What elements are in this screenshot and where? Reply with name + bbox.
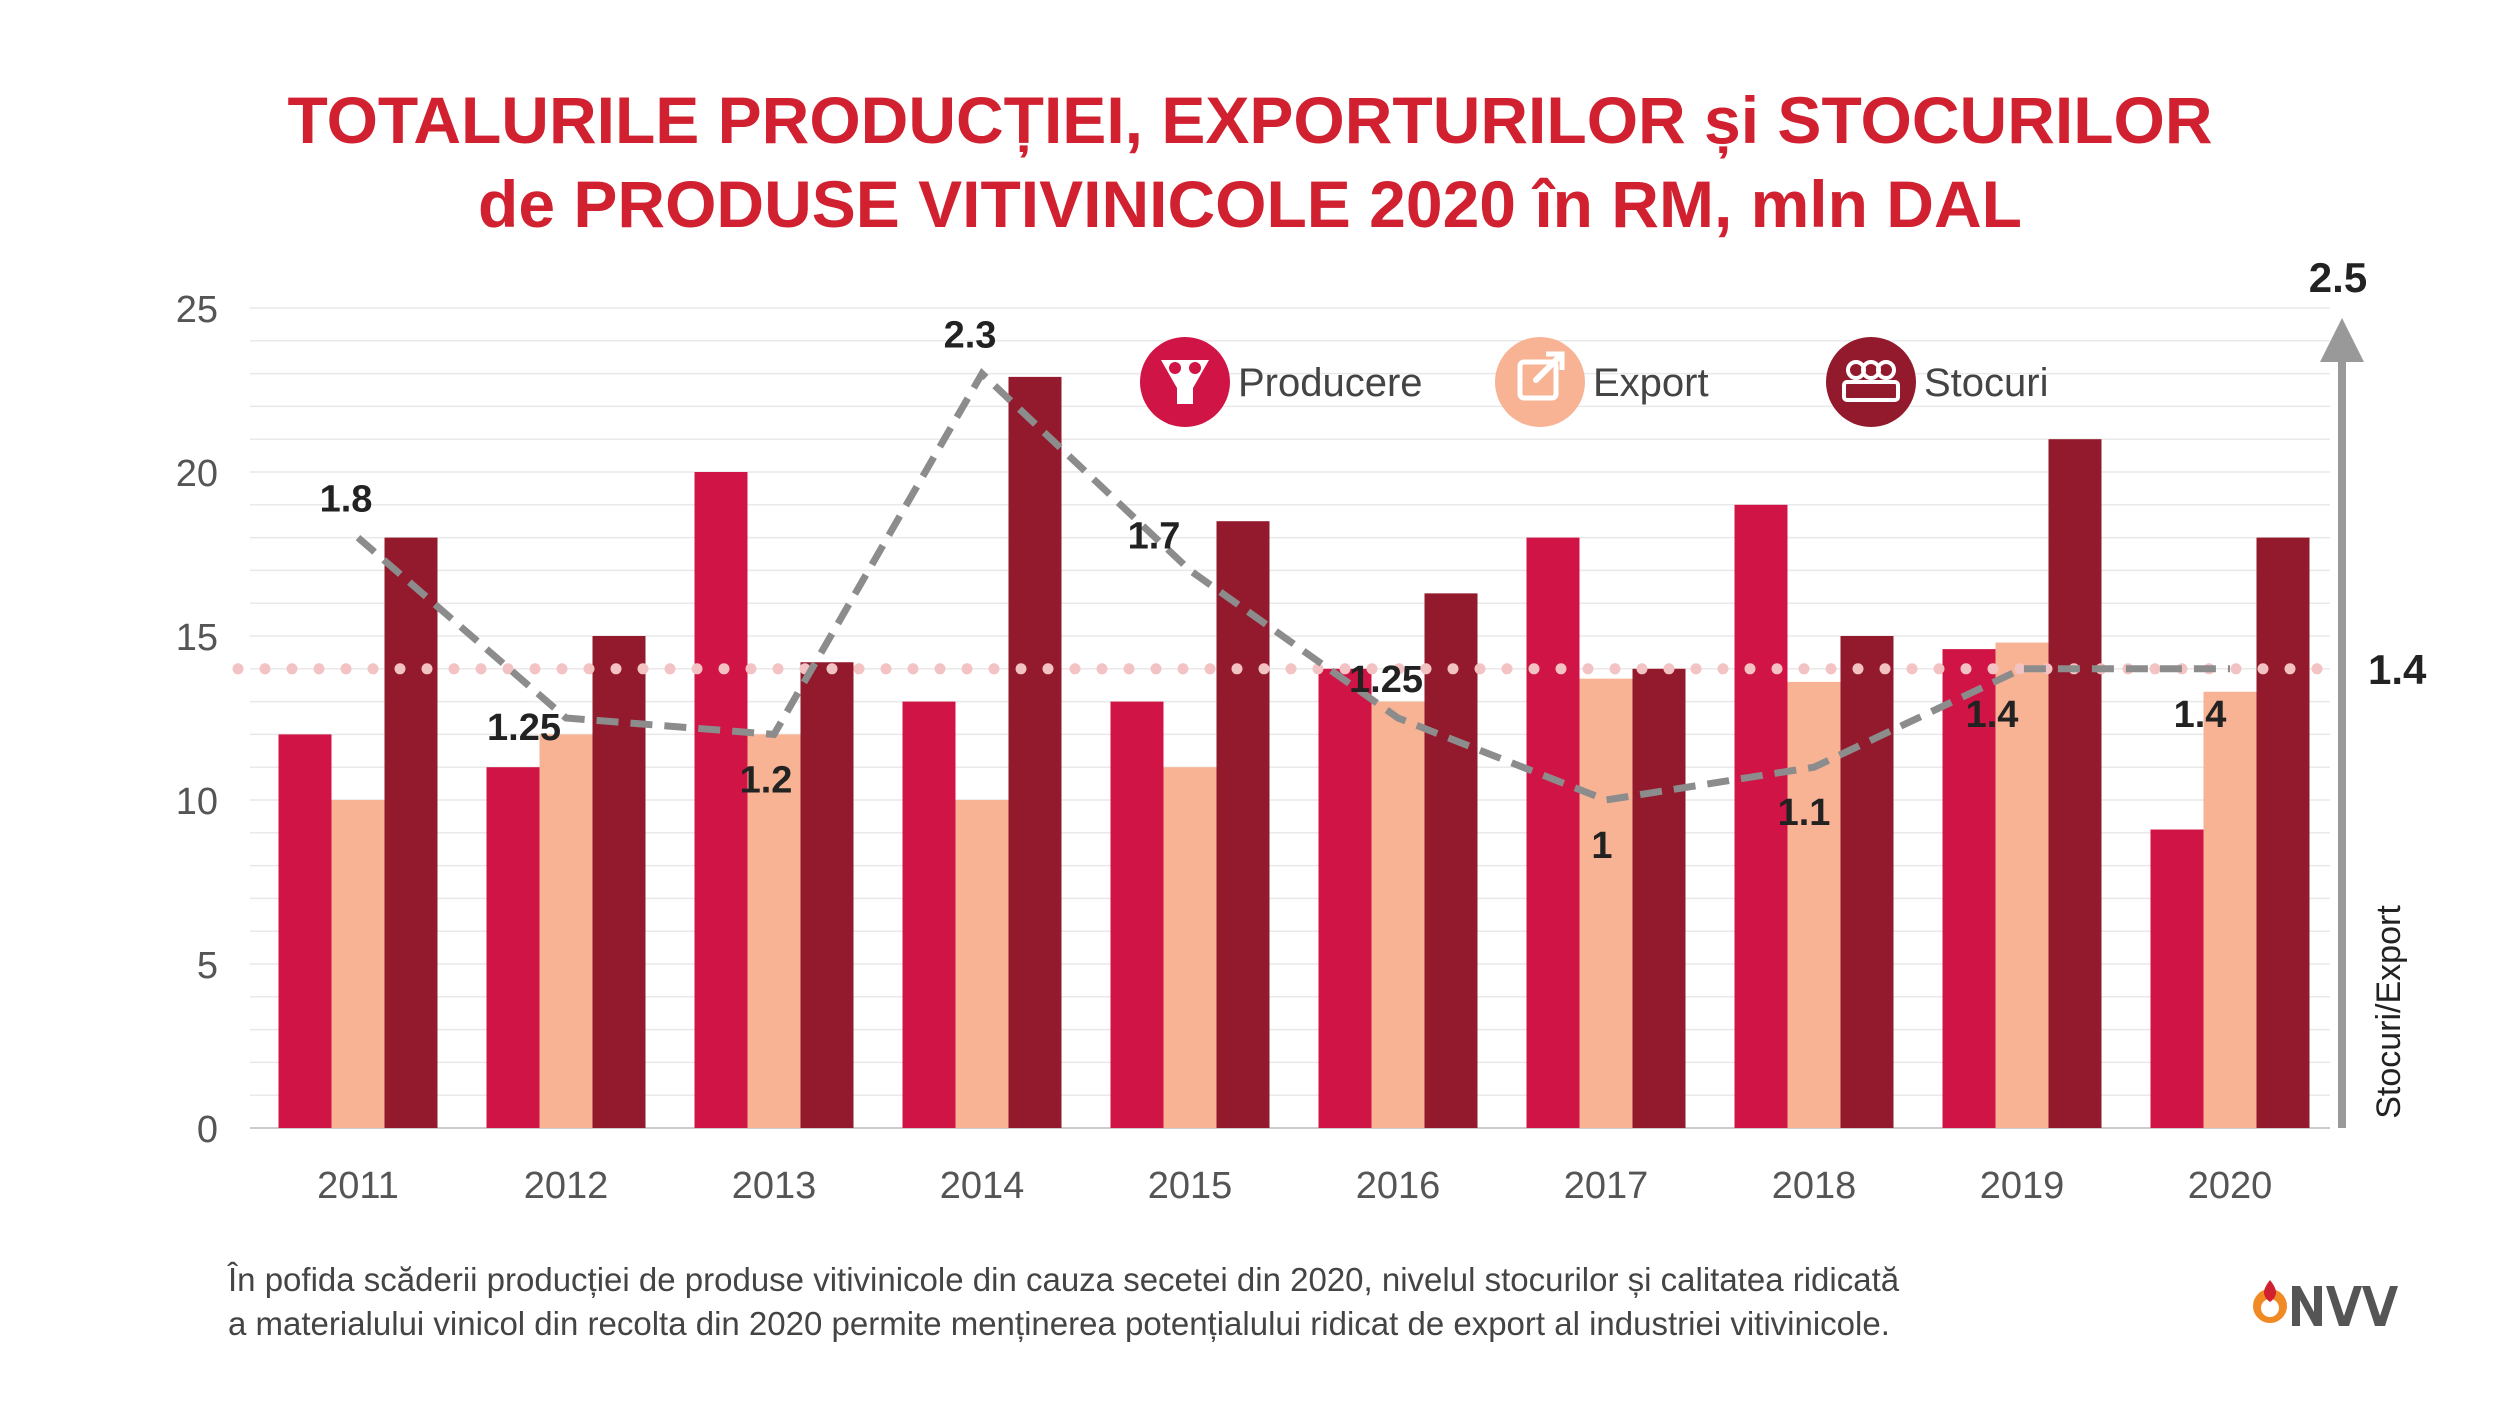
- bar-export-2015: [1163, 767, 1217, 1128]
- y-tick-label: 5: [197, 945, 218, 987]
- bar-producere-2020: [2150, 829, 2204, 1128]
- nvv-logo: [2253, 1280, 2398, 1326]
- legend-label: Stocuri: [1924, 361, 2049, 405]
- ratio-data-label: 1.1: [1778, 792, 1831, 834]
- x-tick-label: 2019: [1980, 1165, 2065, 1207]
- funnel-icon: [1140, 337, 1230, 427]
- y-tick-label: 15: [176, 617, 218, 659]
- bar-producere-2012: [486, 767, 540, 1128]
- bar-producere-2013: [694, 472, 748, 1128]
- bar-export-2016: [1371, 701, 1425, 1128]
- legend-label: Producere: [1238, 361, 1423, 405]
- bar-producere-2019: [1942, 649, 1996, 1128]
- ratio-data-label: 1.4: [1966, 694, 2019, 736]
- secondary-axis-arrowhead: [2320, 318, 2364, 362]
- legend: Producere Export Stocuri: [1140, 337, 2049, 427]
- bar-stocuri-2011: [384, 537, 438, 1128]
- bar-stocuri-2019: [2048, 439, 2102, 1128]
- ratio-line: [355, 368, 2230, 804]
- bar-stocuri-2012: [592, 636, 646, 1128]
- bar-export-2013: [747, 734, 801, 1128]
- bar-producere-2015: [1110, 701, 1164, 1128]
- y-tick-label: 10: [176, 781, 218, 823]
- x-tick-label: 2014: [940, 1165, 1025, 1207]
- ratio-data-label: 1.8: [320, 479, 373, 521]
- x-tick-label: 2020: [2188, 1165, 2273, 1207]
- bars: [278, 376, 2310, 1128]
- bar-export-2020: [2203, 691, 2257, 1128]
- bar-stocuri-2015: [1216, 521, 1270, 1128]
- bar-export-2018: [1787, 681, 1841, 1128]
- bar-stocuri-2013: [800, 662, 854, 1128]
- ratio-data-label: 1.4: [2174, 694, 2227, 736]
- bar-producere-2017: [1526, 537, 1580, 1128]
- x-tick-label: 2011: [317, 1165, 399, 1207]
- bar-stocuri-2018: [1840, 636, 1894, 1128]
- bar-stocuri-2014: [1008, 376, 1062, 1128]
- y-tick-label: 25: [176, 289, 218, 331]
- secondary-axis-label: Stocuri/Export: [2370, 905, 2408, 1119]
- bar-stocuri-2020: [2256, 537, 2310, 1128]
- title-line-1: TOTALURILE PRODUCȚIEI, EXPORTURILOR și S…: [287, 83, 2213, 157]
- y-tick-label: 20: [176, 453, 218, 495]
- bar-producere-2018: [1734, 504, 1788, 1128]
- ratio-data-label: 1.25: [1349, 659, 1423, 701]
- x-tick-label: 2013: [732, 1165, 817, 1207]
- barrels-icon: [1826, 337, 1916, 427]
- bar-export-2012: [539, 734, 593, 1128]
- legend-item-producere: Producere: [1140, 337, 1423, 427]
- ratio-data-label: 1.7: [1128, 515, 1181, 557]
- x-tick-label: 2017: [1564, 1165, 1649, 1207]
- bar-export-2017: [1579, 678, 1633, 1128]
- secondary-axis-max-label: 2.5: [2309, 254, 2367, 301]
- legend-item-export: Export: [1495, 337, 1709, 427]
- ratio-data-label: 1.2: [740, 759, 793, 801]
- x-tick-label: 2015: [1148, 1165, 1233, 1207]
- bar-export-2014: [955, 800, 1009, 1128]
- bar-stocuri-2017: [1632, 668, 1686, 1128]
- reference-line-label: 1.4: [2368, 646, 2427, 693]
- legend-label: Export: [1593, 361, 1709, 405]
- y-tick-label: 0: [197, 1109, 218, 1151]
- bar-producere-2014: [902, 701, 956, 1128]
- ratio-data-label: 1: [1591, 825, 1612, 867]
- chart-title: TOTALURILE PRODUCȚIEI, EXPORTURILOR și S…: [0, 78, 2500, 246]
- bar-stocuri-2016: [1424, 593, 1478, 1128]
- caption-line-1: În pofida scăderii producției de produse…: [228, 1261, 1900, 1298]
- ratio-data-label: 1.25: [487, 707, 561, 749]
- caption: În pofida scăderii producției de produse…: [228, 1258, 2228, 1346]
- x-tick-label: 2012: [524, 1165, 609, 1207]
- bar-producere-2016: [1318, 668, 1372, 1128]
- x-tick-label: 2016: [1356, 1165, 1441, 1207]
- export-arrow-icon: [1495, 337, 1585, 427]
- x-tick-label: 2018: [1772, 1165, 1857, 1207]
- legend-item-stocuri: Stocuri: [1826, 337, 2049, 427]
- caption-line-2: a materialului vinicol din recolta din 2…: [228, 1305, 1890, 1342]
- bar-export-2011: [331, 800, 385, 1128]
- title-line-2: de PRODUSE VITIVINICOLE 2020 în RM, mln …: [478, 167, 2022, 241]
- bar-producere-2011: [278, 734, 332, 1128]
- ratio-data-label: 2.3: [944, 315, 997, 357]
- chart: 0 5 10 15 20 25 2011 2012 2013 2014 2015 2016 2017 20…: [176, 254, 2427, 1207]
- bar-export-2019: [1995, 642, 2049, 1128]
